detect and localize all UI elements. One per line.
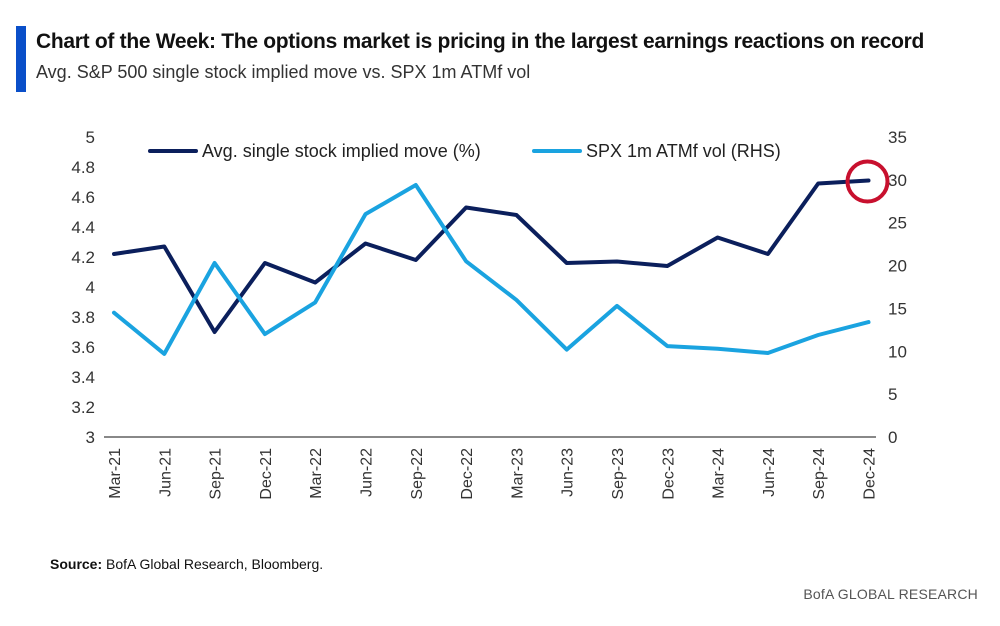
x-axis-tick-label: Dec-23 <box>660 448 677 500</box>
left-axis-tick-label: 3 <box>86 428 95 447</box>
source-label: Source: <box>50 556 103 572</box>
right-axis-tick-label: 5 <box>888 385 897 404</box>
x-axis-tick-label: Dec-24 <box>862 448 879 500</box>
chart-subtitle: Avg. S&P 500 single stock implied move v… <box>36 62 531 82</box>
left-axis-tick-label: 4.8 <box>71 158 95 177</box>
right-axis-tick-label: 20 <box>888 257 907 276</box>
source-note: Source: BofA Global Research, Bloomberg. <box>50 556 323 572</box>
left-axis-tick-label: 4.4 <box>71 218 95 237</box>
x-axis-tick-label: Mar-23 <box>509 448 526 499</box>
highlight-circle <box>845 159 890 204</box>
x-axis-tick-label: Dec-21 <box>258 448 275 500</box>
right-axis-tick-label: 0 <box>888 428 897 447</box>
x-axis-tick-label: Sep-22 <box>409 448 426 500</box>
right-axis-tick-label: 35 <box>888 128 907 147</box>
legend-label: Avg. single stock implied move (%) <box>202 141 481 161</box>
x-axis-tick-label: Jun-23 <box>560 448 577 497</box>
x-axis-tick-label: Mar-21 <box>107 448 124 499</box>
x-axis-tick-label: Sep-21 <box>208 448 225 500</box>
left-axis-tick-label: 4.2 <box>71 248 95 267</box>
x-axis-tick-label: Jun-21 <box>157 448 174 497</box>
source-text: BofA Global Research, Bloomberg. <box>106 556 324 572</box>
right-axis-tick-label: 10 <box>888 342 907 361</box>
brand-footer: BofA GLOBAL RESEARCH <box>803 586 978 602</box>
x-axis-tick-label: Sep-24 <box>811 448 828 500</box>
right-axis-tick-label: 30 <box>888 171 907 190</box>
left-axis-tick-label: 3.2 <box>71 398 95 417</box>
series-line-implied-move <box>112 178 871 334</box>
legend-label: SPX 1m ATMf vol (RHS) <box>586 141 781 161</box>
line-chart: 5 4.8 4.6 4.4 4.2 4 3.8 3.6 3.4 3.2 3 35 30 25 20 15 10 5… <box>71 128 907 500</box>
left-axis-tick-label: 5 <box>86 128 95 147</box>
right-axis-tick-label: 25 <box>888 214 907 233</box>
left-axis-tick-label: 3.8 <box>71 308 95 327</box>
x-axis-tick-label: Jun-24 <box>761 448 778 497</box>
x-axis-tick-label: Dec-22 <box>459 448 476 500</box>
title-accent-bar <box>16 26 26 92</box>
series-line-spx-vol <box>112 183 871 356</box>
x-axis-tick-label: Mar-22 <box>308 448 325 499</box>
left-axis-tick-label: 4 <box>86 278 95 297</box>
left-axis-tick-label: 4.6 <box>71 188 95 207</box>
right-axis-tick-label: 15 <box>888 299 907 318</box>
left-axis-tick-label: 3.4 <box>71 368 95 387</box>
left-axis-tick-label: 3.6 <box>71 338 95 357</box>
chart-title: Chart of the Week: The options market is… <box>36 30 925 53</box>
x-axis-tick-label: Jun-22 <box>359 448 376 497</box>
x-axis-tick-label: Sep-23 <box>610 448 627 500</box>
x-axis-tick-label: Mar-24 <box>711 448 728 499</box>
